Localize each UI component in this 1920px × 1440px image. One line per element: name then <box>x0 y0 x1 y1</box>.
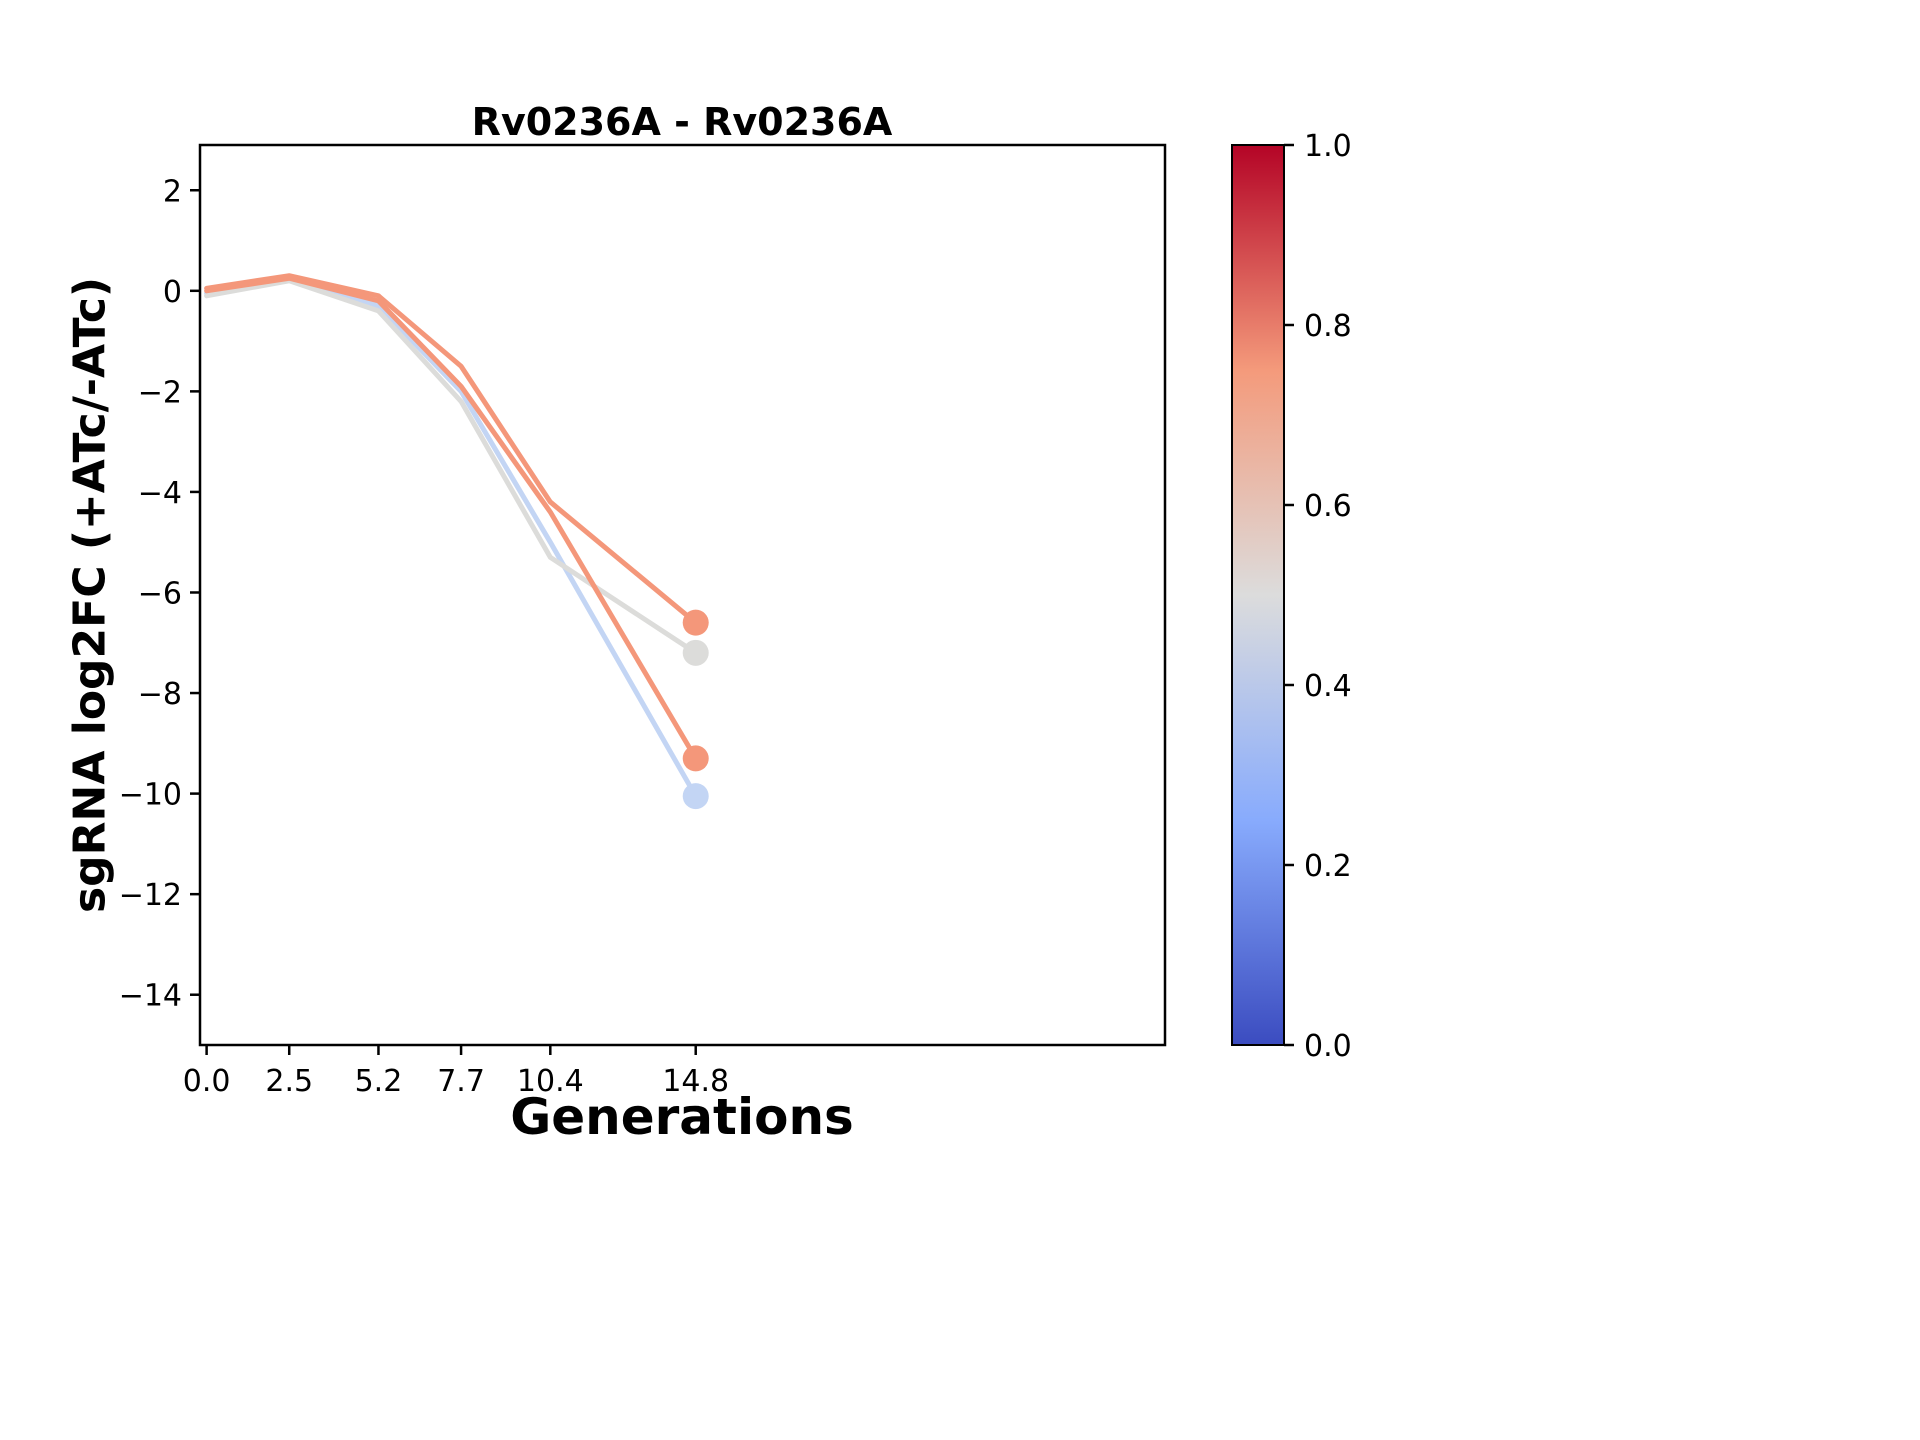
y-tick-label: −14 <box>119 979 182 1014</box>
y-tick-label: −4 <box>138 476 182 511</box>
x-tick-label: 2.5 <box>265 1064 313 1099</box>
axes-frame <box>198 143 1167 1047</box>
y-tick-label: −12 <box>119 878 182 913</box>
colorbar-tick-label: 1.0 <box>1304 129 1352 164</box>
series-end-marker <box>682 609 709 636</box>
y-tick-label: 2 <box>163 174 182 209</box>
x-tick-label: 10.4 <box>517 1064 584 1099</box>
series-end-marker <box>682 639 709 666</box>
series-end-marker <box>682 783 709 810</box>
y-tick-label: −6 <box>138 576 182 611</box>
chart-title: Rv0236A - Rv0236A <box>471 100 893 144</box>
series-line <box>204 273 699 626</box>
x-tick-label: 14.8 <box>662 1064 729 1099</box>
y-tick-label: −8 <box>138 677 182 712</box>
y-tick-label: 0 <box>163 275 182 310</box>
y-tick-label: −2 <box>138 375 182 410</box>
x-tick-label: 7.7 <box>437 1064 485 1099</box>
series-line <box>204 275 699 761</box>
colorbar <box>1231 144 1285 1046</box>
y-tick-label: −10 <box>119 778 182 813</box>
colorbar-tick-label: 0.8 <box>1304 309 1352 344</box>
x-tick-label: 0.0 <box>183 1064 231 1099</box>
x-axis-label: Generations <box>510 1088 854 1146</box>
colorbar-tick-label: 0.6 <box>1304 489 1352 524</box>
colorbar-tick-label: 0.2 <box>1304 849 1352 884</box>
series-line <box>204 278 699 656</box>
x-tick-label: 5.2 <box>355 1064 403 1099</box>
series-end-marker <box>682 745 709 772</box>
colorbar-tick-label: 0.0 <box>1304 1029 1352 1064</box>
colorbar-tick-label: 0.4 <box>1304 669 1352 704</box>
